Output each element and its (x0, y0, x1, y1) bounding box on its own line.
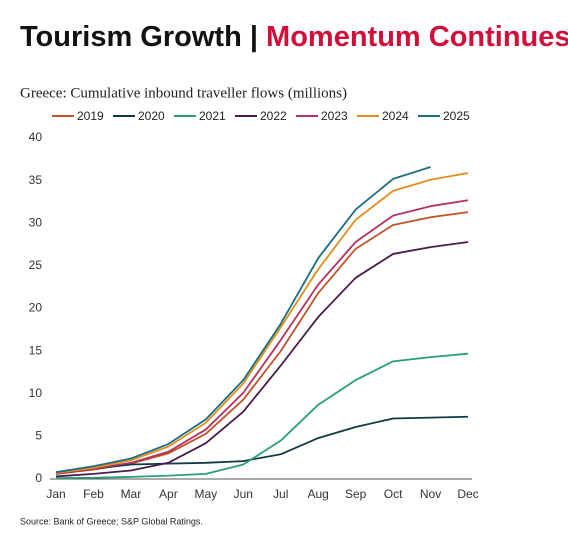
y-tick-label: 30 (29, 215, 43, 229)
series-line (55, 199, 469, 475)
legend-label: 2020 (138, 109, 165, 123)
chart-title: Tourism Growth | Momentum Continues (20, 21, 568, 53)
subtitle: Greece: Cumulative inbound traveller flo… (20, 85, 347, 101)
legend-label: 2024 (382, 109, 409, 123)
x-tick-label: Apr (159, 487, 178, 501)
legend-label: 2019 (77, 109, 104, 123)
legend-label: 2023 (321, 109, 348, 123)
series-line (55, 241, 469, 478)
x-tick-label: Jun (234, 487, 253, 501)
x-tick-label: Feb (83, 487, 104, 501)
x-tick-label: Sep (345, 487, 367, 501)
series-line (55, 166, 431, 474)
title-highlight: Momentum Continues (266, 21, 568, 53)
legend-label: 2021 (199, 109, 226, 123)
title-main: Tourism Growth | (20, 21, 258, 53)
x-tick-label: Aug (308, 487, 329, 501)
y-tick-label: 25 (29, 258, 43, 272)
series-line (55, 415, 469, 475)
x-tick-label: Mar (121, 487, 142, 501)
y-tick-label: 5 (35, 429, 42, 443)
series-line (55, 352, 469, 480)
x-tick-label: Dec (457, 487, 478, 501)
y-tick-label: 35 (29, 173, 43, 187)
y-tick-label: 40 (29, 130, 43, 144)
x-tick-label: Nov (420, 487, 441, 501)
x-tick-label: May (194, 487, 217, 501)
y-tick-label: 20 (29, 301, 43, 315)
y-tick-label: 0 (35, 471, 42, 485)
y-tick-label: 10 (29, 386, 43, 400)
x-tick-label: Jan (46, 487, 65, 501)
source: Source: Bank of Greece; S&P Global Ratin… (20, 516, 203, 526)
x-tick-label: Jul (273, 487, 288, 501)
legend-label: 2022 (260, 109, 287, 123)
series-line (55, 172, 469, 474)
x-tick-label: Oct (384, 487, 403, 501)
legend-label: 2025 (443, 109, 470, 123)
y-tick-label: 15 (29, 343, 43, 357)
